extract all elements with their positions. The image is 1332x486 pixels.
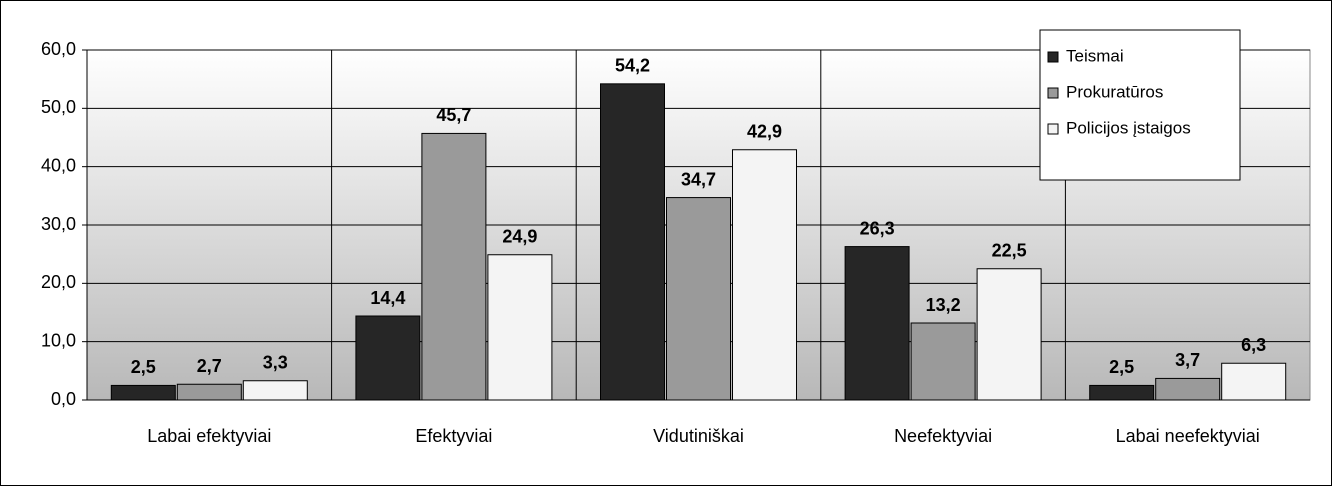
bar: [421, 132, 487, 401]
legend-box: [1039, 29, 1241, 181]
x-tick-label: Labai neefektyviai: [1116, 426, 1260, 446]
bar: [487, 254, 553, 401]
bar: [1221, 362, 1287, 401]
value-label: 45,7: [436, 105, 471, 125]
value-label: 34,7: [681, 169, 716, 189]
bar: [844, 246, 910, 401]
legend-label: Policijos įstaigos: [1066, 118, 1191, 137]
bar: [976, 268, 1042, 401]
legend-label: Prokuratūros: [1066, 82, 1163, 101]
bar: [176, 383, 242, 401]
bar: [355, 315, 421, 401]
bar: [1089, 384, 1155, 401]
x-tick-label: Neefektyviai: [894, 426, 992, 446]
bar: [242, 380, 308, 401]
bar: [910, 322, 976, 401]
bar: [600, 83, 665, 401]
y-tick-label: 20,0: [41, 272, 76, 292]
legend-swatch: [1047, 87, 1059, 99]
y-tick-label: 60,0: [41, 39, 76, 59]
bar: [732, 149, 797, 401]
value-label: 3,7: [1175, 350, 1200, 370]
value-label: 13,2: [926, 295, 961, 315]
value-label: 22,5: [992, 241, 1027, 261]
value-label: 26,3: [860, 218, 895, 238]
value-label: 2,7: [197, 356, 222, 376]
bar: [666, 197, 731, 401]
value-label: 54,2: [615, 56, 650, 76]
value-label: 14,4: [370, 288, 405, 308]
value-label: 3,3: [263, 353, 288, 373]
value-label: 42,9: [747, 122, 782, 142]
legend-swatch: [1047, 123, 1059, 135]
x-tick-label: Efektyviai: [415, 426, 492, 446]
value-label: 2,5: [1109, 357, 1134, 377]
x-tick-label: Vidutiniškai: [653, 426, 744, 446]
legend-label: Teismai: [1066, 46, 1124, 65]
y-tick-label: 30,0: [41, 214, 76, 234]
x-tick-label: Labai efektyviai: [147, 426, 271, 446]
bar: [1155, 377, 1221, 401]
y-tick-label: 50,0: [41, 97, 76, 117]
bar: [110, 384, 176, 401]
value-label: 24,9: [502, 227, 537, 247]
y-tick-label: 0,0: [51, 389, 76, 409]
value-label: 6,3: [1241, 335, 1266, 355]
y-tick-label: 10,0: [41, 330, 76, 350]
legend-swatch: [1047, 51, 1059, 63]
value-label: 2,5: [131, 357, 156, 377]
y-tick-label: 40,0: [41, 155, 76, 175]
